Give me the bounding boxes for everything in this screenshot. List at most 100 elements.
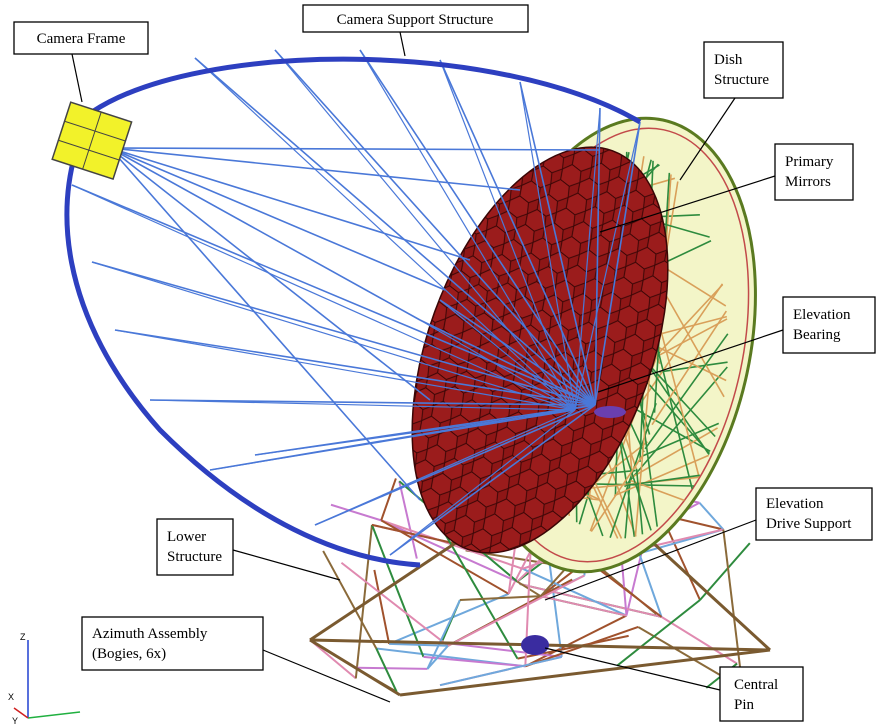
strut <box>540 595 627 617</box>
strut <box>375 648 398 693</box>
label-text: Central <box>734 677 778 693</box>
strut <box>109 147 601 151</box>
strut <box>388 592 510 645</box>
primary-mirrors <box>411 146 669 554</box>
strut <box>439 655 562 687</box>
strut <box>340 561 449 647</box>
strut <box>149 399 596 406</box>
label-text: Elevation <box>793 307 851 323</box>
strut <box>631 427 718 479</box>
strut <box>426 645 449 670</box>
label-text: Camera Frame <box>37 31 126 47</box>
strut <box>194 57 576 411</box>
central-pin <box>521 635 549 655</box>
label-text: Primary <box>785 154 834 170</box>
label: Elevation Drive Support <box>755 487 873 541</box>
strut <box>355 666 428 670</box>
strut <box>698 502 725 531</box>
strut <box>380 519 518 583</box>
strut <box>439 59 596 406</box>
label-text: Dish <box>714 52 743 68</box>
strut <box>389 642 449 647</box>
label: Primary Mirrors <box>774 143 854 201</box>
strut <box>354 524 373 679</box>
label-text: Elevation <box>766 496 824 512</box>
strut <box>398 481 418 559</box>
label-text: Azimuth Assembly <box>92 626 208 642</box>
label-text: Mirrors <box>785 174 831 190</box>
strut <box>439 299 576 411</box>
strut <box>635 468 644 535</box>
label: Azimuth Assembly (Bogies, 6x) <box>81 616 264 671</box>
strut <box>419 319 596 406</box>
rays <box>71 49 641 556</box>
leader <box>262 649 391 703</box>
elevation-bearing <box>594 406 626 418</box>
leader <box>544 519 757 601</box>
strut <box>274 49 576 411</box>
label: Central Pin <box>719 666 804 722</box>
label-text: Lower <box>167 529 206 545</box>
strut <box>659 284 724 353</box>
strut <box>109 147 446 291</box>
strut <box>114 329 596 406</box>
strut <box>373 569 391 645</box>
leaders <box>71 31 784 703</box>
leader <box>679 97 736 181</box>
strut <box>441 641 562 658</box>
strut <box>439 299 596 406</box>
strut <box>71 184 576 411</box>
strut <box>659 315 728 335</box>
strut <box>699 542 751 601</box>
strut <box>114 329 576 411</box>
label-text: (Bogies, 6x) <box>92 646 166 662</box>
strut <box>330 503 382 522</box>
label: Elevation Bearing <box>782 296 876 354</box>
axis-label: Y <box>12 716 18 726</box>
strut <box>309 538 461 642</box>
strut <box>722 529 744 689</box>
strut <box>322 550 378 649</box>
label: Camera Support Structure <box>302 4 529 33</box>
strut <box>423 655 526 668</box>
strut <box>389 404 596 556</box>
leader <box>599 175 776 233</box>
axis-label: Z <box>20 632 26 642</box>
strut <box>651 310 727 426</box>
strut <box>209 409 576 471</box>
strut <box>447 574 585 647</box>
strut <box>419 319 576 411</box>
leader <box>597 329 784 393</box>
label-text: Structure <box>167 549 222 565</box>
camera-frame <box>51 101 133 180</box>
strut <box>594 107 601 406</box>
axis-label: X <box>8 692 14 702</box>
label-text: Pin <box>734 697 755 713</box>
strut <box>359 49 596 406</box>
strut <box>274 49 596 406</box>
strut <box>71 184 596 406</box>
strut <box>613 454 710 497</box>
leader <box>71 53 83 103</box>
leader <box>232 549 341 581</box>
strut <box>648 538 772 652</box>
strut <box>380 478 397 521</box>
label-text: Structure <box>714 72 769 88</box>
strut <box>194 57 596 406</box>
strut <box>519 81 596 406</box>
strut <box>389 409 576 556</box>
strut <box>371 524 425 658</box>
strut <box>309 638 401 697</box>
label: Dish Structure <box>703 41 784 99</box>
strut <box>254 409 576 456</box>
strut <box>524 614 627 668</box>
strut <box>616 599 701 667</box>
strut <box>659 318 728 356</box>
strut <box>522 567 627 617</box>
strut <box>399 648 771 697</box>
strut <box>109 147 471 261</box>
strut <box>149 399 576 411</box>
strut <box>109 147 421 321</box>
strut <box>594 121 641 406</box>
